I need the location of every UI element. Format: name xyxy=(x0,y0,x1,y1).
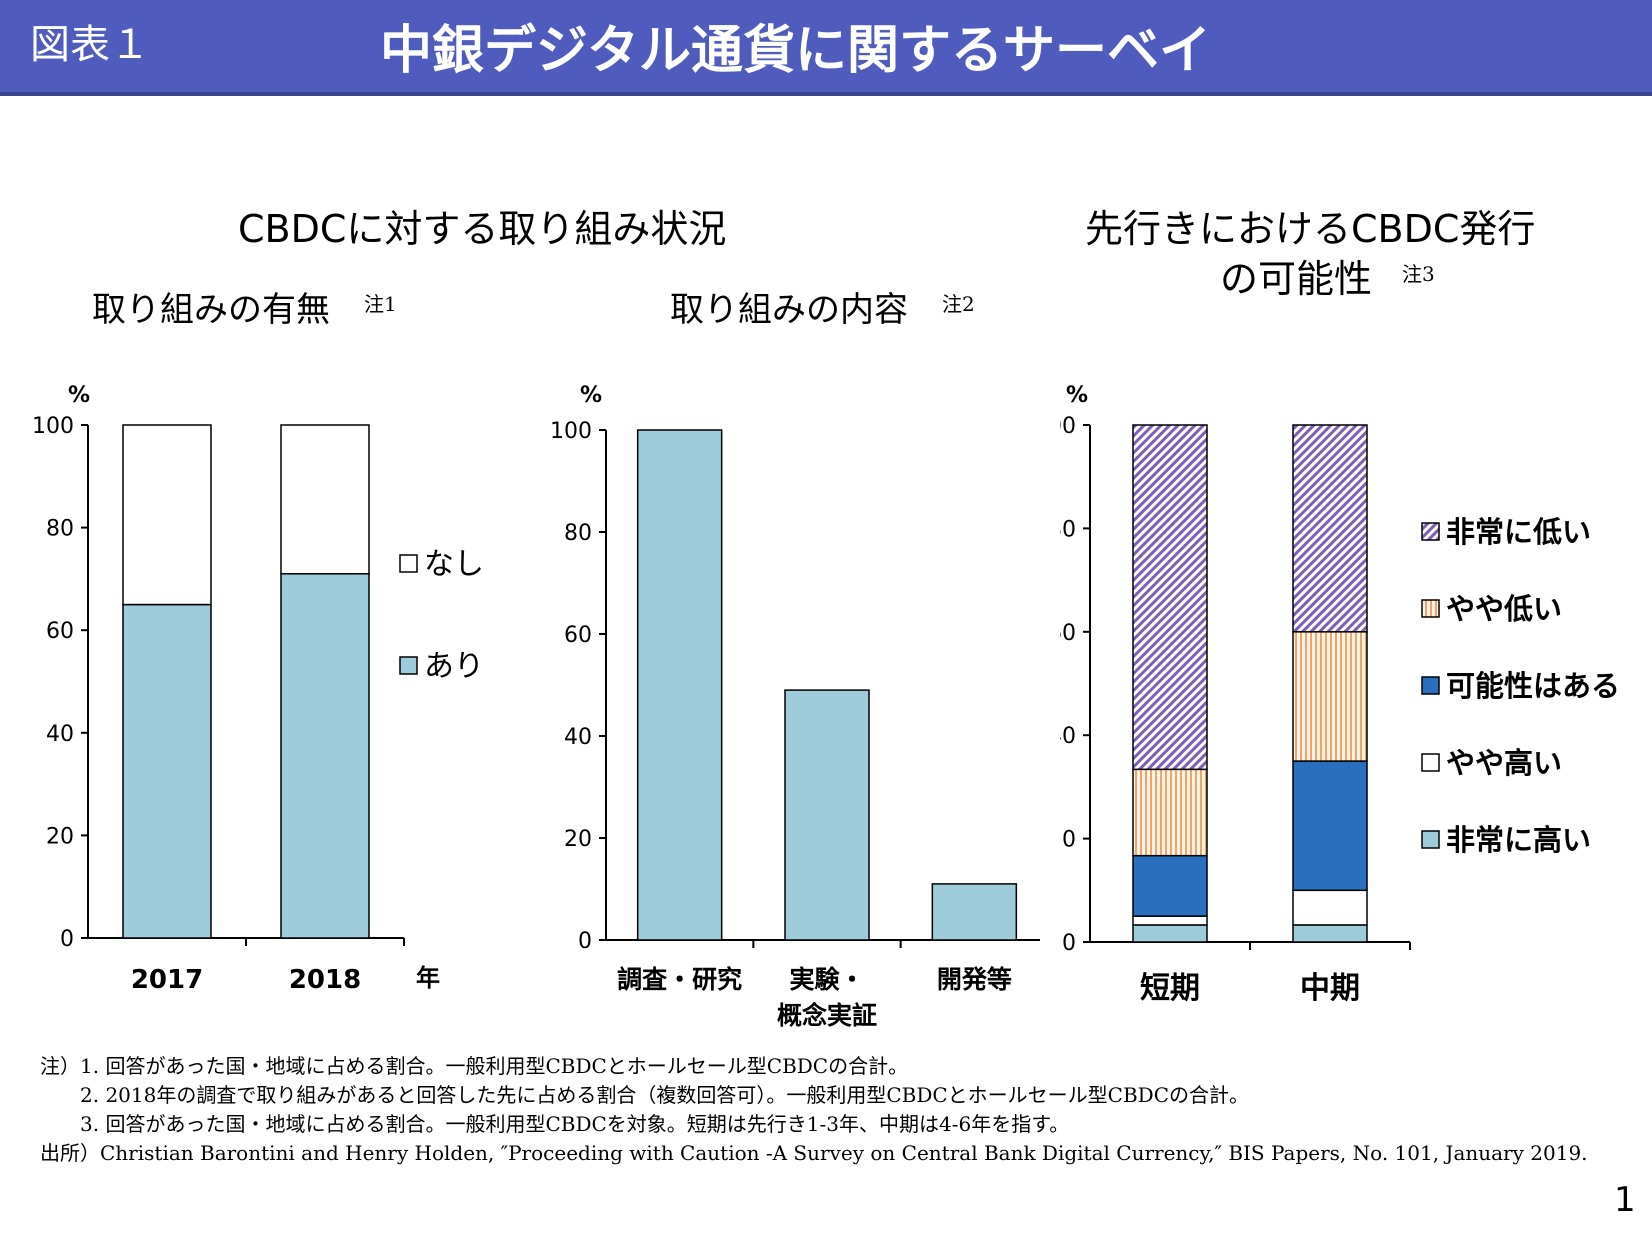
chart3-y-tick-label: 100 xyxy=(1060,414,1076,439)
chart3-bar-segment xyxy=(1292,631,1368,762)
chart1-y-tick-label: 20 xyxy=(46,824,74,849)
chart2-x-tick-label: 実験・ xyxy=(789,965,864,994)
chart3-legend-swatch xyxy=(1421,676,1440,695)
chart1-y-tick-label: 0 xyxy=(60,927,74,952)
page-number: 1 xyxy=(1614,1180,1636,1220)
chart3-legend-label: 非常に高い xyxy=(1446,823,1591,857)
chart3-legend-swatch xyxy=(1421,753,1440,772)
chart3-legend-label: 非常に低い xyxy=(1446,515,1591,549)
footnote-line: 3. 回答があった国・地域に占める割合。一般利用型CBDCを対象。短期は先行き1… xyxy=(40,1112,1070,1136)
chart2-y-tick-label: 20 xyxy=(564,827,592,852)
chart2-svg: % 0 20 40 60 80 100 調査・研究 実験・概念実証 開発等 xyxy=(550,383,1040,1030)
chart1-y-tick-label: 80 xyxy=(46,517,74,542)
chart2-note: 注2 xyxy=(942,292,975,316)
chart1-y-tick-label: 100 xyxy=(32,414,74,439)
chart3-y-tick-label: 80 xyxy=(1060,517,1076,542)
chart2-bar xyxy=(636,429,723,941)
chart3-y-tick-label: 0 xyxy=(1062,931,1076,956)
chart2-y-tick-label: 100 xyxy=(550,419,592,444)
chart3-bar-segment xyxy=(1292,889,1368,926)
footnotes: 注）1. 回答があった国・地域に占める割合。一般利用型CBDCとホールセール型C… xyxy=(40,1052,1588,1168)
chart3-x-tick-label: 短期 xyxy=(1140,971,1200,1006)
footnote-line: 2. 2018年の調査で取り組みがあると回答した先に占める割合（複数回答可）。一… xyxy=(40,1083,1250,1107)
source-line: 出所）Christian Barontini and Henry Holden,… xyxy=(40,1141,1588,1165)
chart3-legend-label: 可能性はある xyxy=(1446,669,1620,703)
chart3-legend-swatch xyxy=(1421,599,1440,618)
section-right-note: 注3 xyxy=(1402,262,1435,286)
chart1-note: 注1 xyxy=(364,292,397,316)
chart1-bars: 2017 2018 年 xyxy=(122,424,440,995)
chart3-axes: 0 20 40 60 80 100 xyxy=(1060,414,1411,956)
chart3-legend-swatch xyxy=(1421,522,1440,541)
chart1-legend-label: あり xyxy=(424,649,484,684)
chart1-unit: % xyxy=(68,383,90,408)
chart1-subtitle: 取り組みの有無 xyxy=(92,290,330,330)
section-title-right-line1: 先行きにおけるCBDC発行 xyxy=(1085,207,1536,251)
chart1-x-tick-label: 2018 xyxy=(289,965,361,995)
chart3-bar-segment xyxy=(1132,924,1208,943)
chart3-x-tick-label: 中期 xyxy=(1300,971,1360,1006)
chart1-bar-segment xyxy=(280,573,370,939)
chart3-bar-segment xyxy=(1132,915,1208,926)
chart2-y-tick-label: 40 xyxy=(564,725,592,750)
chart3-legend-swatch xyxy=(1421,830,1440,849)
chart2-axes: 0 20 40 60 80 100 xyxy=(550,419,1040,954)
chart3-unit: % xyxy=(1066,383,1088,408)
figure-label: 図表１ xyxy=(30,22,150,68)
chart1-x-tick-label: 2017 xyxy=(131,965,203,995)
chart2-x-tick-label: 概念実証 xyxy=(777,1001,877,1030)
chart1-bar-segment xyxy=(122,603,212,939)
chart1-legend-swatch xyxy=(399,554,418,573)
chart3-bar-segment xyxy=(1132,854,1208,917)
chart1-x-suffix: 年 xyxy=(416,964,440,992)
chart3-legend-label: やや高い xyxy=(1446,746,1562,780)
chart2-x-tick-label: 開発等 xyxy=(937,965,1012,994)
chart1-y-tick-label: 40 xyxy=(46,722,74,747)
chart1-legend-label: なし xyxy=(424,547,484,582)
chart3-bar-segment xyxy=(1132,424,1208,771)
chart3-bar-segment xyxy=(1292,760,1368,892)
chart3-y-tick-label: 60 xyxy=(1060,621,1076,646)
chart3-bar-segment xyxy=(1132,768,1208,857)
section-title-right-line2: の可能性 xyxy=(1220,257,1373,301)
chart2-y-tick-label: 80 xyxy=(564,521,592,546)
chart3-bar-segment xyxy=(1292,924,1368,943)
chart3-legend-label: やや低い xyxy=(1446,592,1562,626)
chart2-y-tick-label: 0 xyxy=(578,929,592,954)
header-bar: 図表１ 中銀デジタル通貨に関するサーベイ xyxy=(0,0,1652,96)
chart3-bars: 短期 中期 xyxy=(1132,424,1368,1006)
section-title-left: CBDCに対する取り組み状況 xyxy=(238,207,727,251)
chart2-bar xyxy=(931,883,1018,941)
chart2-x-tick-label: 調査・研究 xyxy=(617,965,742,994)
page-title: 中銀デジタル通貨に関するサーベイ xyxy=(380,21,1211,81)
chart1-y-tick-label: 60 xyxy=(46,619,74,644)
chart2-bars: 調査・研究 実験・概念実証 開発等 xyxy=(617,429,1018,1030)
chart2-bar xyxy=(784,689,870,941)
chart2-unit: % xyxy=(580,383,602,408)
chart2-y-tick-label: 60 xyxy=(564,623,592,648)
footnote-line: 注）1. 回答があった国・地域に占める割合。一般利用型CBDCとホールセール型C… xyxy=(40,1054,909,1078)
chart3-bar-segment xyxy=(1292,424,1368,633)
chart3-y-tick-label: 20 xyxy=(1060,828,1076,853)
chart1-bar-segment xyxy=(122,424,212,606)
chart2-subtitle: 取り組みの内容 xyxy=(670,290,908,330)
chart1-legend-swatch xyxy=(399,656,418,675)
chart1-bar-segment xyxy=(280,424,370,575)
chart3-y-tick-label: 40 xyxy=(1060,724,1076,749)
